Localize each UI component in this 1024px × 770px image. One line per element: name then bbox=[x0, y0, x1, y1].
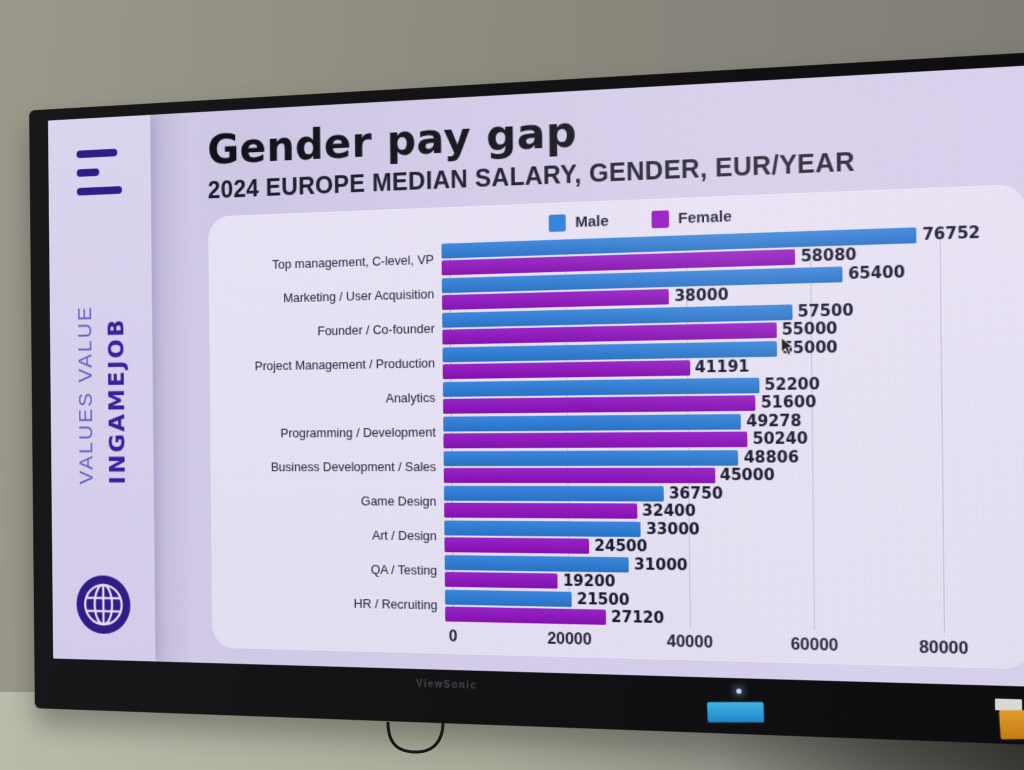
bar-male bbox=[443, 450, 739, 466]
bar-line-male: 36750 bbox=[443, 484, 995, 503]
bar-value-male: 31000 bbox=[634, 555, 688, 575]
category-label: Analytics bbox=[385, 390, 436, 406]
bar-value-female: 58080 bbox=[800, 244, 857, 266]
tv-display: VALUES VALUE INGAMEJOB Gender pay bbox=[29, 49, 1024, 748]
category-label: HR / Recruiting bbox=[353, 596, 438, 613]
bar-group: 55000 41191 bbox=[442, 337, 994, 379]
power-led-light bbox=[736, 688, 742, 694]
bar-value-female: 50240 bbox=[752, 428, 809, 448]
x-tick-20000: 20000 bbox=[547, 630, 592, 649]
bar-value-female: 41191 bbox=[694, 356, 750, 377]
bar-value-male: 52200 bbox=[764, 374, 821, 395]
bar-value-female: 45000 bbox=[719, 465, 775, 485]
bar-group: 52200 51600 bbox=[442, 374, 994, 414]
bar-female bbox=[442, 360, 690, 379]
bar-value-male: 48806 bbox=[743, 447, 800, 467]
bar-value-male: 49278 bbox=[746, 411, 802, 431]
bar-value-female: 32400 bbox=[642, 501, 696, 520]
bar-female bbox=[443, 395, 756, 414]
bar-value-male: 21500 bbox=[576, 589, 630, 609]
category-label: Game Design bbox=[360, 493, 437, 509]
brand-ingamejob: INGAMEJOB bbox=[103, 316, 130, 485]
bar-female bbox=[443, 431, 748, 449]
bar-male bbox=[443, 413, 742, 432]
slide-main-area: Gender pay gap 2024 EUROPE MEDIAN SALARY… bbox=[150, 64, 1024, 687]
bar-value-male: 76752 bbox=[922, 222, 981, 244]
x-tick-40000: 40000 bbox=[666, 633, 713, 652]
category-label: Project Management / Production bbox=[254, 355, 436, 374]
bar-value-female: 24500 bbox=[594, 536, 648, 556]
bar-male bbox=[444, 520, 642, 537]
bar-value-female: 27120 bbox=[610, 607, 665, 627]
x-tick-0: 0 bbox=[448, 628, 458, 646]
bar-line-male: 48806 bbox=[443, 447, 995, 467]
hanging-cable bbox=[386, 722, 445, 754]
slide-sidebar: VALUES VALUE INGAMEJOB bbox=[47, 114, 156, 662]
bar-female bbox=[444, 571, 558, 589]
bar-value-male: 36750 bbox=[668, 484, 723, 503]
bar-male bbox=[444, 554, 630, 573]
bar-group: 36750 32400 bbox=[443, 484, 995, 521]
chart-plot: Top management, C-level, VP 76752 58080 Mar… bbox=[223, 221, 1013, 637]
bar-value-female: 19200 bbox=[562, 571, 616, 591]
x-tick-80000: 80000 bbox=[918, 638, 969, 659]
bar-group: 33000 24500 bbox=[444, 520, 995, 558]
legend-item-male: Male bbox=[549, 212, 609, 232]
legend-label: Male bbox=[575, 212, 609, 231]
mouse-cursor-icon bbox=[780, 336, 794, 356]
legend-item-female: Female bbox=[651, 207, 732, 229]
bar-female bbox=[445, 606, 607, 625]
bar-line-female: 45000 bbox=[443, 465, 995, 485]
category-label: QA / Testing bbox=[370, 562, 438, 579]
bar-value-female: 38000 bbox=[674, 285, 729, 306]
chart-row: Programming / Development 49278 50240 bbox=[224, 411, 1010, 450]
category-label: Top management, C-level, VP bbox=[272, 252, 435, 273]
blue-sticker bbox=[706, 701, 765, 723]
chart-rows: Top management, C-level, VP 76752 58080 Mar… bbox=[223, 221, 1013, 637]
category-label: Founder / Co-founder bbox=[317, 321, 435, 339]
presentation-slide: VALUES VALUE INGAMEJOB Gender pay bbox=[47, 64, 1024, 688]
x-tick-60000: 60000 bbox=[790, 636, 839, 655]
chart-row: Game Design 36750 32400 bbox=[225, 484, 1011, 521]
bar-female bbox=[443, 467, 715, 484]
bar-value-female: 51600 bbox=[760, 392, 817, 412]
category-label: Art / Design bbox=[372, 528, 437, 544]
bar-male bbox=[445, 589, 572, 607]
chart-panel: Male Female Top management, C-level, VP 76… bbox=[208, 183, 1024, 670]
category-label: Marketing / User Acquisition bbox=[283, 286, 435, 306]
bar-value-male: 65400 bbox=[847, 262, 906, 283]
bar-male bbox=[442, 377, 760, 397]
category-label: Programming / Development bbox=[280, 425, 436, 441]
globe-icon bbox=[76, 575, 131, 635]
bar-value-male: 33000 bbox=[645, 519, 700, 539]
bar-value-male: 57500 bbox=[797, 300, 854, 321]
bar-group: 48806 45000 bbox=[443, 447, 995, 485]
bar-female bbox=[444, 502, 638, 519]
chart-row: Business Development / Sales 48806 45000 bbox=[225, 447, 1011, 485]
tv-brand-label: ViewSonic bbox=[416, 678, 478, 692]
orange-sticker bbox=[998, 709, 1024, 740]
bar-male bbox=[443, 485, 664, 502]
chart-row: Art / Design 33000 24500 bbox=[225, 519, 1011, 558]
bar-line-female: 50240 bbox=[443, 428, 994, 449]
bar-group: 49278 50240 bbox=[443, 411, 994, 449]
bar-group: 31000 19200 bbox=[444, 554, 996, 596]
bar-line-male: 49278 bbox=[443, 411, 994, 432]
legend-swatch-male bbox=[549, 214, 567, 232]
brand-values-value: VALUES VALUE bbox=[73, 304, 97, 485]
values-value-logo-icon bbox=[76, 148, 123, 196]
vertical-brand-text: VALUES VALUE INGAMEJOB bbox=[73, 303, 129, 484]
category-label: Business Development / Sales bbox=[270, 459, 437, 475]
tv-screen: VALUES VALUE INGAMEJOB Gender pay bbox=[47, 64, 1024, 688]
legend-label: Female bbox=[678, 207, 732, 228]
bar-value-female: 55000 bbox=[781, 318, 838, 339]
bar-line-female: 32400 bbox=[444, 501, 995, 521]
legend-swatch-female bbox=[651, 210, 669, 229]
bar-female bbox=[444, 537, 590, 554]
